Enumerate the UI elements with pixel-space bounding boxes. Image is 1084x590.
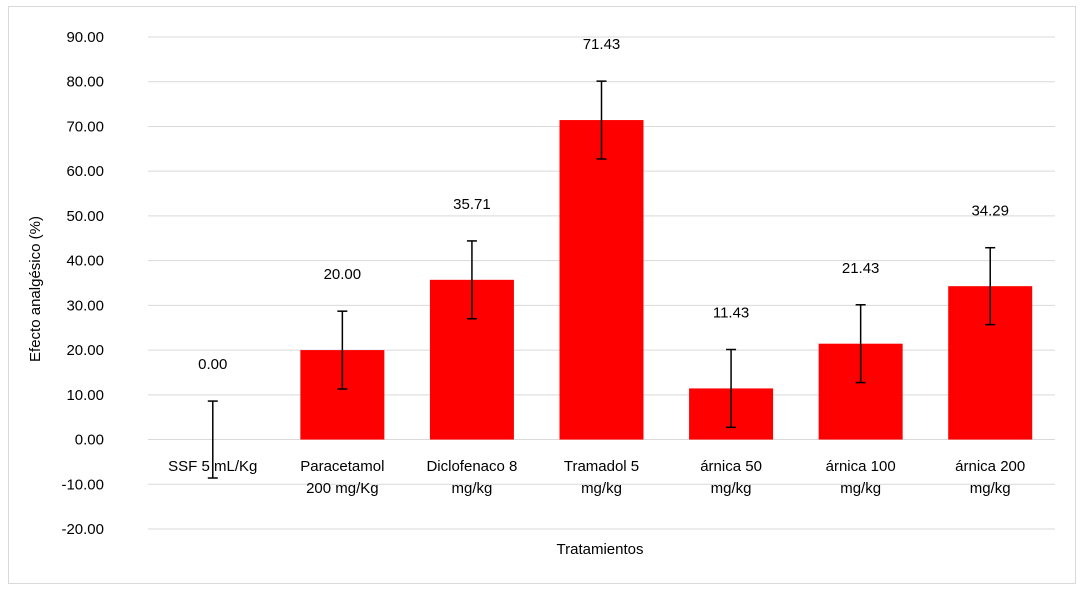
data-label: 20.00 (324, 266, 362, 283)
data-label: 35.71 (453, 196, 491, 213)
y-tick-label: 20.00 (66, 342, 104, 359)
error-bar (726, 348, 737, 429)
y-axis-title: Efecto analgésico (%) (27, 216, 44, 362)
error-bar (466, 240, 477, 320)
x-category-label: árnica 50 mg/kg (700, 458, 762, 497)
x-category-label: SSF 5 mL/Kg (168, 458, 257, 475)
y-tick-label: -20.00 (61, 521, 104, 538)
bar (559, 120, 644, 440)
y-tick-label: 10.00 (66, 387, 104, 404)
x-category-label: Diclofenaco 8 mg/kg (426, 458, 517, 497)
y-tick-label: 50.00 (66, 208, 104, 225)
error-bar (596, 80, 607, 160)
y-tick-label: 30.00 (66, 297, 104, 314)
data-label: 71.43 (583, 36, 621, 53)
chart-frame (8, 6, 1076, 584)
data-label: 21.43 (842, 260, 880, 277)
x-category-label: árnica 100 mg/kg (826, 458, 896, 497)
y-tick-label: -10.00 (61, 476, 104, 493)
x-axis-title: Tratamientos (557, 541, 644, 558)
y-tick-label: 40.00 (66, 253, 104, 270)
bars (300, 120, 1033, 440)
data-label: 11.43 (713, 305, 749, 322)
y-tick-label: 80.00 (66, 74, 104, 91)
x-category-label: Paracetamol 200 mg/Kg (300, 458, 384, 497)
x-category-label: árnica 200 mg/kg (955, 458, 1025, 497)
y-tick-label: 0.00 (75, 432, 104, 449)
error-bar (985, 246, 996, 326)
y-tick-label: 70.00 (66, 118, 104, 135)
x-axis-categories: SSF 5 mL/Kg Paracetamol 200 mg/Kg Diclofena… (168, 458, 1025, 497)
data-label: 34.29 (971, 203, 1009, 220)
y-axis-ticks: -20.00 -10.00 0.00 10.00 20.00 30.00 40.00 50.0… (61, 29, 104, 538)
error-bars (207, 80, 996, 479)
data-labels: 0.00 20.00 35.71 71.43 11.43 21.43 34.29 (198, 36, 1009, 373)
error-bar (337, 310, 348, 390)
x-category-label: Tramadol 5 mg/kg (564, 458, 639, 497)
data-label: 0.00 (198, 356, 227, 373)
error-bar (207, 400, 218, 479)
error-bar (855, 304, 866, 384)
y-tick-label: 60.00 (66, 163, 104, 180)
y-tick-label: 90.00 (66, 29, 104, 46)
